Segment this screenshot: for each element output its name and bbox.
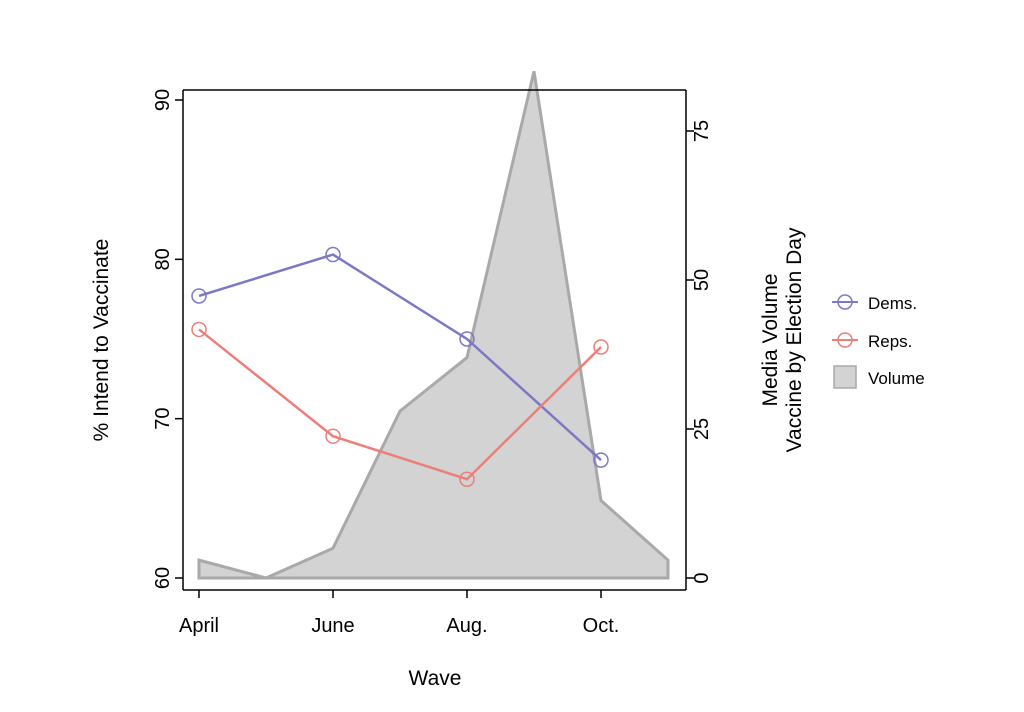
- x-tick-label: Oct.: [583, 615, 620, 637]
- series-point-reps: [459, 471, 475, 487]
- y2-axis-label-line1: Media Volume: [759, 273, 782, 406]
- x-tick-label: April: [179, 615, 219, 637]
- y2-axis-label-line2: Vaccine by Election Day: [783, 227, 806, 452]
- y2-tick-label: 50: [691, 269, 713, 291]
- volume-area-layer: [197, 71, 670, 580]
- x-axis-label: Wave: [409, 667, 462, 690]
- legend-marker-reps: [837, 332, 853, 348]
- series-point-reps: [325, 428, 341, 444]
- series-line-dems: [198, 253, 602, 462]
- legend-item-reps: Reps.: [832, 332, 912, 351]
- y-tick-label: 60: [152, 567, 174, 589]
- legend-label-dems: Dems.: [868, 294, 917, 313]
- series-point-reps: [191, 321, 207, 338]
- y-tick-label: 70: [152, 408, 174, 430]
- series-layer: [191, 246, 609, 487]
- y-tick-label: 80: [152, 248, 174, 270]
- legend-item-dems: Dems.: [832, 294, 917, 313]
- series-point-dems: [593, 452, 609, 468]
- y2-tick-label: 25: [691, 418, 713, 440]
- series-point-dems: [325, 246, 341, 263]
- series-point-dems: [459, 331, 475, 347]
- legend-label-volume: Volume: [868, 369, 925, 388]
- y2-tick-label: 75: [691, 120, 713, 142]
- series-line-reps: [198, 328, 602, 481]
- y-tick-label: 90: [152, 89, 174, 111]
- x-tick-label: June: [311, 615, 354, 637]
- axes-layer: 60 70 80 90 0 25 50 75 April June Aug. Oct.: [152, 89, 713, 637]
- series-point-reps: [593, 339, 609, 355]
- x-tick-label: Aug.: [446, 615, 487, 637]
- legend: Dems. Reps. Volume: [832, 294, 925, 389]
- legend-item-volume: Volume: [833, 365, 925, 389]
- legend-swatch-volume: [833, 365, 857, 389]
- y2-tick-label: 0: [691, 572, 713, 583]
- legend-marker-dems: [837, 294, 853, 310]
- y-axis-label: % Intend to Vaccinate: [90, 239, 113, 442]
- series-point-dems: [191, 288, 207, 304]
- legend-label-reps: Reps.: [868, 332, 912, 351]
- volume-area: [197, 71, 670, 580]
